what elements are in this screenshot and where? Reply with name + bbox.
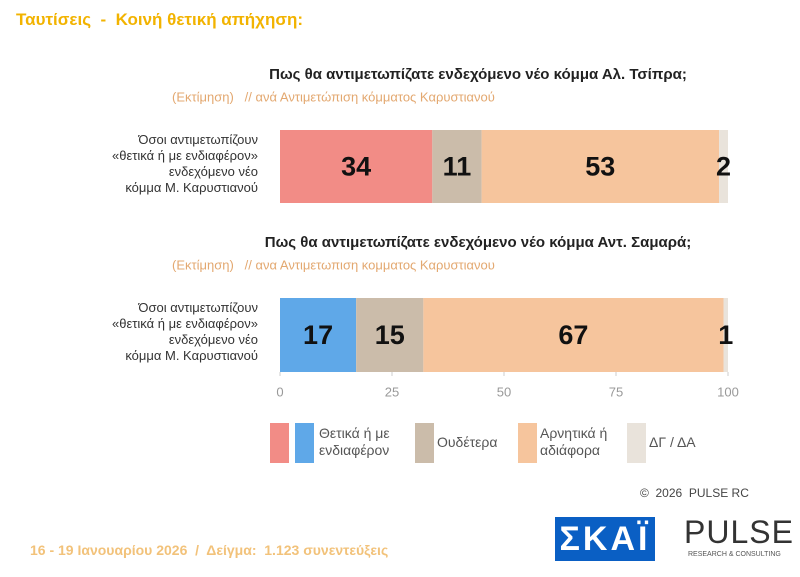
x-tick-label: 75 — [609, 384, 623, 399]
legend-swatch — [627, 423, 646, 463]
footer-note: 16 - 19 Ιανουαρίου 2026 / Δείγμα: 1.123 … — [30, 542, 389, 558]
copyright: © 2026 PULSE RC — [640, 486, 749, 500]
chart-title: Πως θα αντιμετωπίζατε ενδεχόμενο νέο κόμ… — [269, 66, 687, 83]
legend-swatch — [518, 423, 537, 463]
chart-subtitle: (Εκτίμηση) // ανα Αντιμετωπιση κομματος … — [172, 257, 495, 272]
chart-subtitle: (Εκτίμηση) // ανά Αντιμετώπιση κόμματος … — [172, 89, 495, 104]
logo-pulse: PULSE — [684, 514, 794, 550]
bar-segment — [280, 130, 433, 203]
bar-segment — [723, 298, 728, 372]
bar-segment — [432, 130, 482, 203]
bar-segment — [719, 130, 728, 203]
value-label: 67 — [558, 320, 588, 350]
legend-label: Αρνητικά ή αδιάφορα — [540, 425, 608, 458]
bar-segment — [481, 130, 720, 203]
value-label: 34 — [341, 152, 371, 182]
value-label: 15 — [375, 320, 405, 350]
value-label: 53 — [585, 152, 615, 182]
legend-label: Θετικά ή με ενδιαφέρον — [319, 425, 390, 458]
value-label: 11 — [443, 152, 472, 182]
x-tick-label: 50 — [497, 384, 511, 399]
page-title: Ταυτίσεις - Κοινή θετική απήχηση: — [16, 10, 303, 29]
x-tick-label: 25 — [385, 384, 399, 399]
value-label: 17 — [303, 320, 333, 350]
category-label: Όσοι αντιμετωπίζουν «θετικά ή με ενδιαφέ… — [111, 132, 258, 195]
bar-segment — [423, 298, 724, 372]
legend-swatch — [415, 423, 434, 463]
x-tick-label: 0 — [276, 384, 283, 399]
category-label: Όσοι αντιμετωπίζουν «θετικά ή με ενδιαφέ… — [111, 300, 258, 363]
bar-segment — [280, 298, 357, 372]
logo-pulse-sub: RESEARCH & CONSULTING — [688, 551, 781, 558]
x-tick-label: 100 — [717, 384, 739, 399]
value-label: 1 — [718, 320, 733, 350]
chart-title: Πως θα αντιμετωπίζατε ενδεχόμενο νέο κόμ… — [265, 234, 691, 251]
legend-swatch — [270, 423, 289, 463]
legend-swatch — [295, 423, 314, 463]
legend-label: ΔΓ / ΔΑ — [649, 434, 696, 450]
legend-label: Ουδέτερα — [437, 434, 498, 450]
value-label: 2 — [716, 152, 731, 182]
bar-segment — [356, 298, 424, 372]
logo-skai: ΣΚΑΪ — [555, 517, 655, 561]
